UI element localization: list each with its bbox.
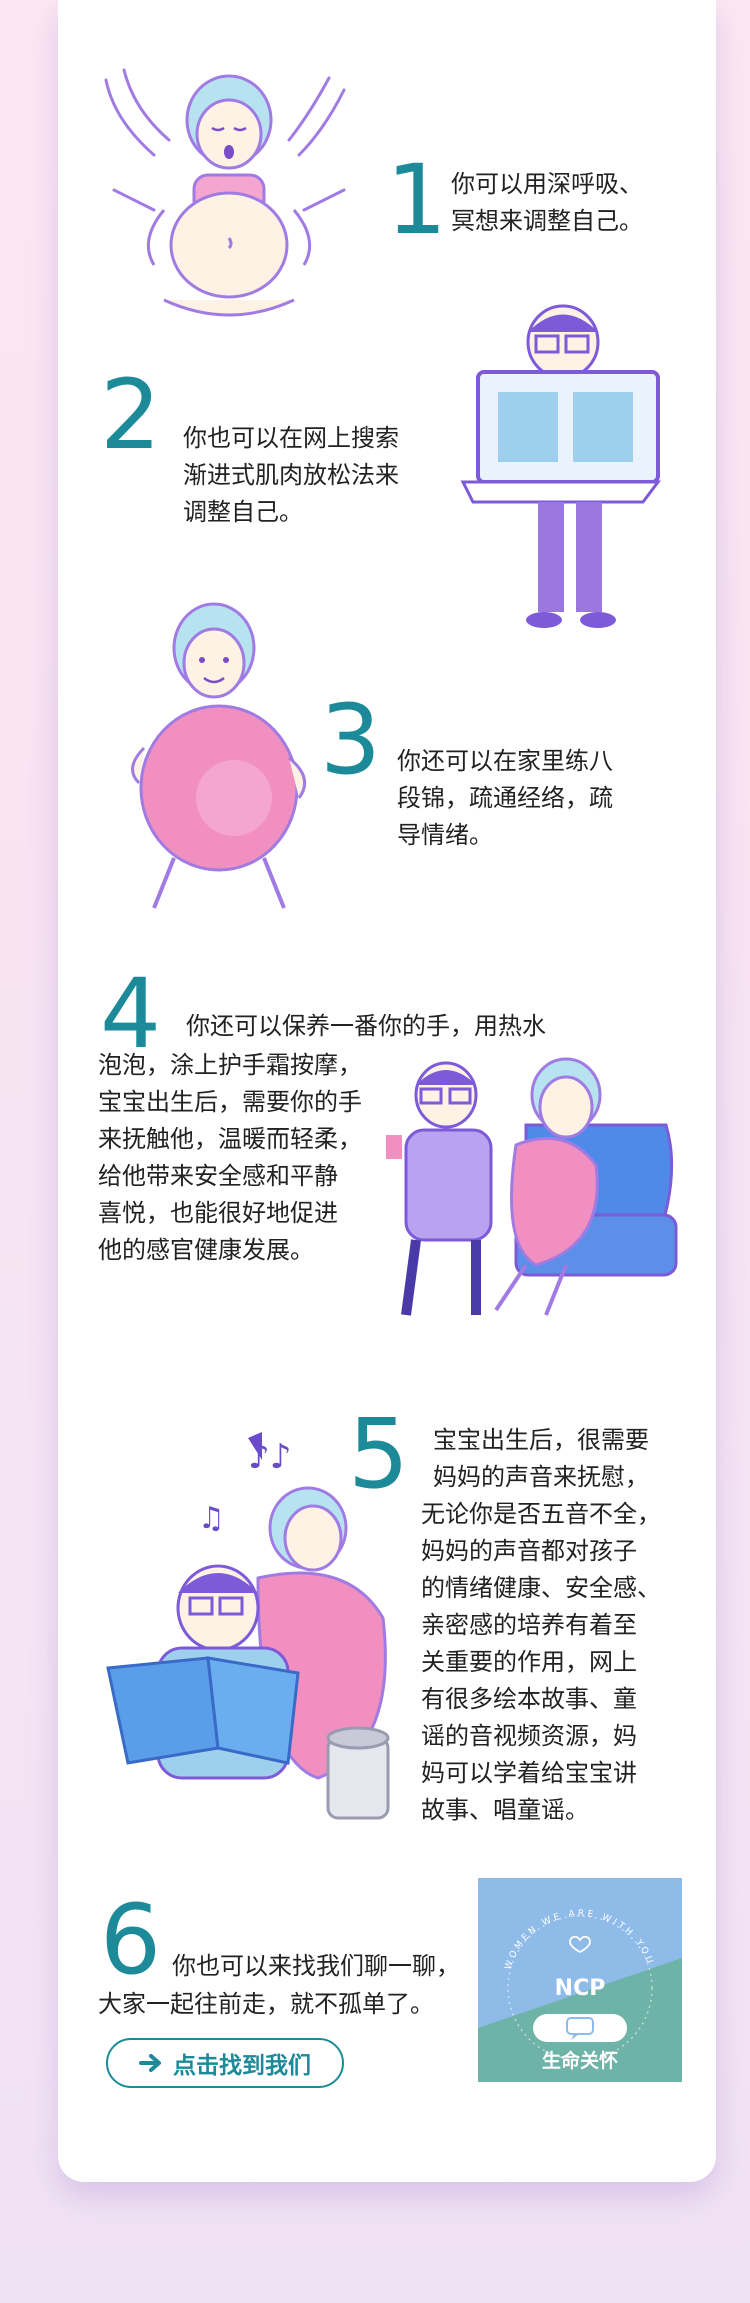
laptop-man-illustration [458, 302, 673, 632]
step-4-number: 4 [100, 958, 162, 1070]
find-us-button-label: 点击找到我们 [173, 2053, 311, 2079]
step-6-second-line: 大家一起往前走，就不孤单了。 [98, 1990, 434, 2018]
svg-text:♪♪: ♪♪ [248, 1437, 291, 1477]
step-4-first-line: 你还可以保养一番你的手，用热水 [186, 1012, 546, 1040]
step-2-number: 2 [100, 359, 162, 471]
baduanjin-illustration [114, 598, 334, 918]
badge-title: NCP [554, 1976, 606, 2001]
arrow-right-icon [139, 2054, 161, 2072]
step-3-text: 你还可以在家里练八 段锦，疏通经络，疏 导情绪。 [397, 747, 613, 849]
heart-icon [569, 1935, 591, 1954]
content-card: 1 你可以用深呼吸、 冥想来调整自己。 2 你也可以在网上搜索 渐进式肌肉放松法… [58, 0, 716, 2182]
step-3-number: 3 [320, 684, 382, 796]
step-5-text: 宝宝出生后，很需要 妈妈的声音来抚慰， 无论你是否五音不全， 妈妈的声音都对孩子… [421, 1426, 661, 1824]
step-1-text: 你可以用深呼吸、 冥想来调整自己。 [451, 170, 643, 235]
reading-family-illustration: ♪♪ ♫ [98, 1418, 438, 1828]
couple-sofa-illustration [376, 1055, 686, 1335]
meditation-illustration [94, 60, 364, 350]
find-us-button[interactable]: 点击找到我们 [106, 2038, 344, 2088]
chat-heart-icon [566, 2017, 594, 2040]
ncp-badge[interactable]: WOMEN WE ARE WITH YOU NCP 生命关怀 [478, 1878, 682, 2082]
step-6-first-line: 你也可以来找我们聊一聊， [172, 1952, 460, 1980]
badge-subtitle: 生命关怀 [541, 2050, 618, 2072]
svg-text:♫: ♫ [198, 1501, 225, 1536]
step-4-text: 泡泡，涂上护手霜按摩， 宝宝出生后，需要你的手 来抚触他，温暖而轻柔， 给他带来… [98, 1051, 362, 1264]
step-6-number: 6 [100, 1884, 162, 1996]
step-1-number: 1 [386, 144, 448, 256]
step-5-number: 5 [348, 1398, 410, 1510]
step-2-text: 你也可以在网上搜索 渐进式肌肉放松法来 调整自己。 [183, 424, 399, 526]
